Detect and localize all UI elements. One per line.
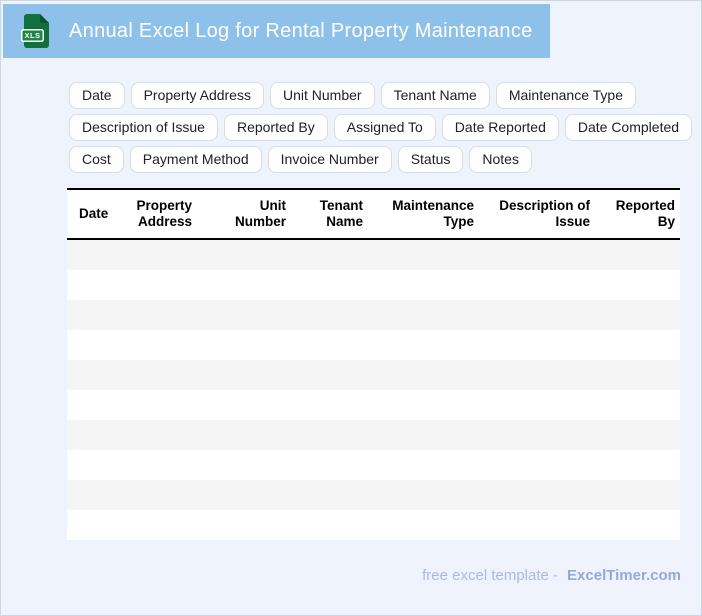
column-header-tenant-name: Tenant Name <box>319 197 363 229</box>
chip-payment-method[interactable]: Payment Method <box>129 146 262 173</box>
table-row <box>67 270 680 300</box>
chip-notes[interactable]: Notes <box>469 146 532 173</box>
table-row <box>67 480 680 510</box>
svg-text:XLS: XLS <box>24 31 40 40</box>
table-row <box>67 510 680 540</box>
table-row <box>67 450 680 480</box>
chip-tenant-name[interactable]: Tenant Name <box>380 82 490 109</box>
footer-text: free excel template - <box>422 567 559 584</box>
column-header-reported-by: Reported By <box>615 197 675 229</box>
chip-unit-number[interactable]: Unit Number <box>269 82 375 109</box>
table-header-row: Date Property Address Unit Number Tenant Na… <box>67 188 680 240</box>
maintenance-log-table: Date Property Address Unit Number Tenant Na… <box>67 188 680 540</box>
table-row <box>67 300 680 330</box>
column-header-maintenance-type: Maintenance Type <box>392 197 474 229</box>
table-row <box>67 330 680 360</box>
chip-description-of-issue[interactable]: Description of Issue <box>69 114 218 141</box>
chip-status[interactable]: Status <box>397 146 464 173</box>
chip-assigned-to[interactable]: Assigned To <box>333 114 436 141</box>
footer-brand-link[interactable]: ExcelTimer.com <box>567 567 681 584</box>
column-header-unit-number: Unit Number <box>234 197 286 229</box>
title-bar: XLS Annual Excel Log for Rental Property… <box>3 4 550 58</box>
chip-date-reported[interactable]: Date Reported <box>441 114 559 141</box>
chip-reported-by[interactable]: Reported By <box>223 114 328 141</box>
chip-cost[interactable]: Cost <box>69 146 124 173</box>
column-header-date: Date <box>79 205 109 221</box>
chip-invoice-number[interactable]: Invoice Number <box>267 146 392 173</box>
table-body <box>67 240 680 540</box>
chip-property-address[interactable]: Property Address <box>130 82 264 109</box>
column-header-property-address: Property Address <box>136 197 192 229</box>
footer: free excel template - ExcelTimer.com <box>422 567 681 584</box>
column-header-description-of-issue: Description of Issue <box>499 197 590 229</box>
keyword-chips: Date Property Address Unit Number Tenant Na… <box>69 82 699 173</box>
table-row <box>67 390 680 420</box>
table-row <box>67 360 680 390</box>
chip-date-completed[interactable]: Date Completed <box>564 114 693 141</box>
page-title: Annual Excel Log for Rental Property Mai… <box>69 19 533 42</box>
table-row <box>67 240 680 270</box>
chip-date[interactable]: Date <box>69 82 125 109</box>
table-row <box>67 420 680 450</box>
chip-maintenance-type[interactable]: Maintenance Type <box>495 82 636 109</box>
xls-file-icon: XLS <box>21 14 49 48</box>
